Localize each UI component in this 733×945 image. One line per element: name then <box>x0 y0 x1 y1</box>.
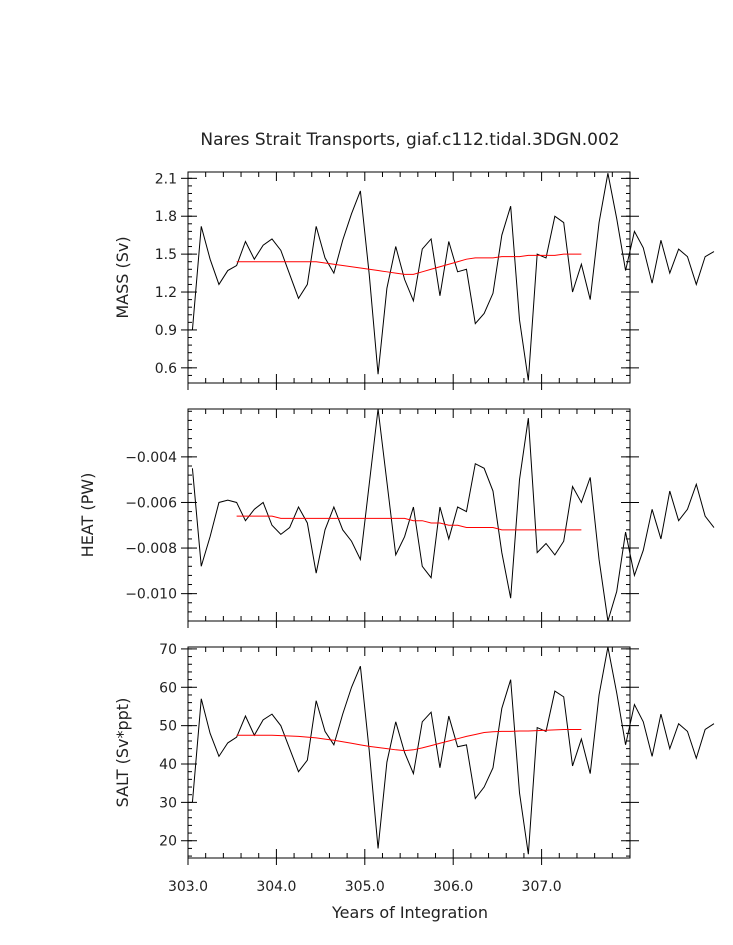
salt-y-tick-label: 50 <box>159 719 177 735</box>
mass-y-tick-label: 1.2 <box>155 285 177 301</box>
x-tick-label: 305.0 <box>345 879 385 895</box>
x-axis-label: Years of Integration <box>331 903 488 922</box>
mass-panel: 0.6 0.9 1.2 1.5 1.8 2.1 MASS (Sv) <box>113 171 715 390</box>
mass-y-tick-label: 0.6 <box>155 361 177 377</box>
salt-y-axis-label: SALT (Sv*ppt) <box>113 698 132 808</box>
mass-y-tick-label: 0.9 <box>155 323 177 339</box>
salt-running-mean-line <box>236 728 582 752</box>
x-tick-label: 307.0 <box>522 879 562 895</box>
heat-plot-frame <box>187 408 631 622</box>
mass-running-mean-line <box>236 253 582 275</box>
mass-annual-series-line <box>191 173 715 381</box>
x-tick-label: 304.0 <box>256 879 296 895</box>
heat-y-tick-label: −0.008 <box>125 541 177 557</box>
salt-plot-frame <box>187 646 631 859</box>
heat-y-tick-label: −0.006 <box>125 495 177 511</box>
salt-annual-series-line <box>191 646 715 855</box>
heat-y-tick-label: −0.010 <box>125 587 177 603</box>
heat-y-axis-label: HEAT (PW) <box>78 473 97 558</box>
salt-y-tick-label: 60 <box>159 680 177 696</box>
salt-y-tick-label: 20 <box>159 834 177 850</box>
x-tick-label: 306.0 <box>433 879 473 895</box>
heat-running-mean-line <box>236 515 582 531</box>
salt-y-tick-label: 70 <box>159 642 177 658</box>
mass-y-tick-label: 2.1 <box>155 171 177 187</box>
salt-y-tick-label: 30 <box>159 795 177 811</box>
mass-plot-frame <box>187 171 631 384</box>
mass-y-axis-label: MASS (Sv) <box>113 236 132 318</box>
heat-panel: −0.010 −0.008 −0.006 −0.004 HEAT (PW) <box>78 408 715 628</box>
salt-panel: 20 30 40 50 60 70 SALT (Sv*ppt) 303.0 304.0 305.0… <box>113 642 715 895</box>
chart-title: Nares Strait Transports, giaf.c112.tidal… <box>200 130 619 150</box>
mass-y-tick-label: 1.5 <box>155 247 177 263</box>
heat-annual-series-line <box>191 408 715 622</box>
heat-y-tick-label: −0.004 <box>125 450 177 466</box>
salt-y-tick-label: 40 <box>159 757 177 773</box>
x-tick-label: 303.0 <box>168 879 208 895</box>
mass-y-tick-label: 1.8 <box>155 209 177 225</box>
